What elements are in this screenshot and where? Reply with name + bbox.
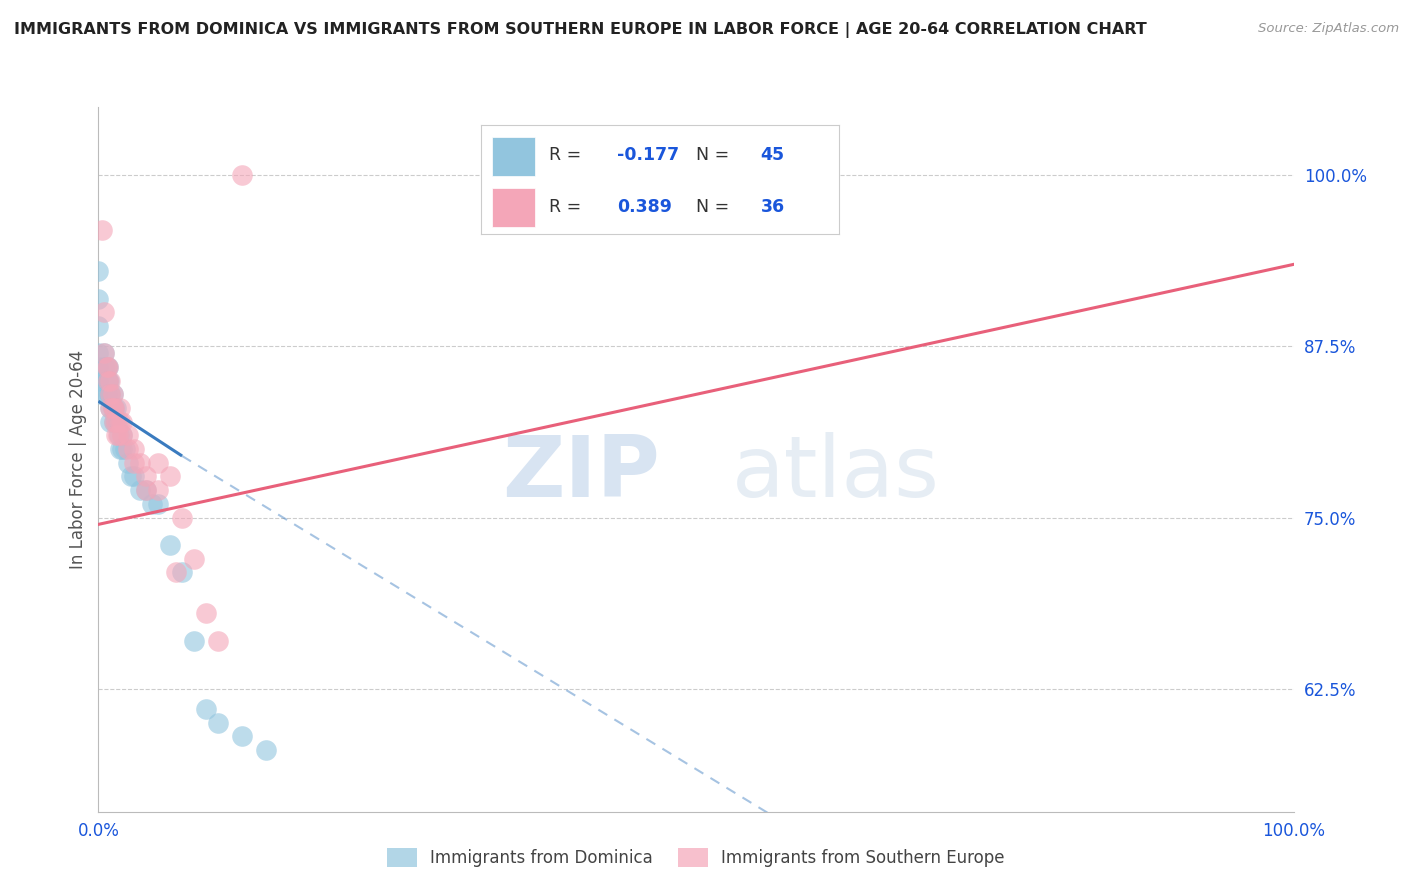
Immigrants from Dominica <box>111 428 134 442</box>
Text: Source: ZipAtlas.com: Source: ZipAtlas.com <box>1258 22 1399 36</box>
Text: -0.177: -0.177 <box>617 146 679 164</box>
Immigrants from Dominica <box>120 469 142 483</box>
Immigrants from Southern Europe <box>98 387 122 401</box>
Immigrants from Southern Europe <box>159 469 181 483</box>
Immigrants from Southern Europe <box>124 456 146 470</box>
Immigrants from Dominica <box>105 401 128 415</box>
Text: 45: 45 <box>761 146 785 164</box>
Immigrants from Dominica <box>105 415 128 429</box>
Immigrants from Dominica <box>135 483 157 498</box>
Immigrants from Dominica <box>98 387 122 401</box>
Immigrants from Southern Europe <box>97 359 120 374</box>
Bar <box>492 188 534 227</box>
Immigrants from Southern Europe <box>96 359 118 374</box>
Immigrants from Dominica <box>107 415 129 429</box>
Immigrants from Southern Europe <box>98 374 122 388</box>
Immigrants from Dominica <box>129 483 152 498</box>
Immigrants from Southern Europe <box>91 223 114 237</box>
Immigrants from Southern Europe <box>148 456 170 470</box>
Immigrants from Dominica <box>254 743 277 757</box>
Immigrants from Dominica <box>87 318 110 333</box>
Text: IMMIGRANTS FROM DOMINICA VS IMMIGRANTS FROM SOUTHERN EUROPE IN LABOR FORCE | AGE: IMMIGRANTS FROM DOMINICA VS IMMIGRANTS F… <box>14 22 1147 38</box>
Immigrants from Southern Europe <box>129 456 152 470</box>
Immigrants from Dominica <box>148 497 170 511</box>
Immigrants from Dominica <box>96 387 118 401</box>
Immigrants from Dominica <box>114 442 136 456</box>
Text: N =: N = <box>696 146 735 164</box>
Immigrants from Dominica <box>87 359 110 374</box>
Immigrants from Southern Europe <box>98 401 122 415</box>
Immigrants from Dominica <box>97 374 120 388</box>
Immigrants from Southern Europe <box>117 442 139 456</box>
Immigrants from Dominica <box>101 387 124 401</box>
Immigrants from Dominica <box>207 715 229 730</box>
Immigrants from Southern Europe <box>105 428 128 442</box>
Immigrants from Dominica <box>103 415 125 429</box>
Immigrants from Dominica <box>111 442 134 456</box>
Immigrants from Dominica <box>195 702 218 716</box>
Immigrants from Dominica <box>87 374 110 388</box>
Immigrants from Dominica <box>172 566 194 580</box>
Immigrants from Southern Europe <box>111 415 134 429</box>
Immigrants from Dominica <box>231 730 253 744</box>
Immigrants from Dominica <box>96 374 118 388</box>
Immigrants from Southern Europe <box>101 387 124 401</box>
Text: 36: 36 <box>761 197 785 216</box>
Immigrants from Dominica <box>141 497 163 511</box>
Immigrants from Southern Europe <box>148 483 170 498</box>
Immigrants from Dominica <box>93 359 115 374</box>
Immigrants from Southern Europe <box>195 607 218 621</box>
Immigrants from Dominica <box>97 359 120 374</box>
Immigrants from Dominica <box>183 633 205 648</box>
Immigrants from Southern Europe <box>101 401 124 415</box>
Y-axis label: In Labor Force | Age 20-64: In Labor Force | Age 20-64 <box>69 350 87 569</box>
Text: R =: R = <box>548 146 586 164</box>
Immigrants from Southern Europe <box>108 401 131 415</box>
Immigrants from Southern Europe <box>183 551 205 566</box>
Immigrants from Southern Europe <box>135 469 157 483</box>
Text: ZIP: ZIP <box>502 432 661 515</box>
Immigrants from Southern Europe <box>103 401 125 415</box>
Immigrants from Southern Europe <box>103 415 125 429</box>
Immigrants from Dominica <box>87 346 110 360</box>
Text: R =: R = <box>548 197 586 216</box>
Immigrants from Southern Europe <box>111 428 134 442</box>
Immigrants from Dominica <box>96 359 118 374</box>
Immigrants from Southern Europe <box>207 633 229 648</box>
Immigrants from Dominica <box>117 456 139 470</box>
Legend: Immigrants from Dominica, Immigrants from Southern Europe: Immigrants from Dominica, Immigrants fro… <box>381 841 1011 874</box>
Immigrants from Dominica <box>103 401 125 415</box>
Immigrants from Southern Europe <box>172 510 194 524</box>
Immigrants from Southern Europe <box>107 428 129 442</box>
Immigrants from Southern Europe <box>93 305 115 319</box>
Immigrants from Dominica <box>108 442 131 456</box>
Immigrants from Dominica <box>107 428 129 442</box>
Immigrants from Southern Europe <box>97 374 120 388</box>
Immigrants from Dominica <box>87 387 110 401</box>
Immigrants from Dominica <box>93 346 115 360</box>
Immigrants from Dominica <box>98 415 122 429</box>
Immigrants from Dominica <box>87 264 110 278</box>
Text: N =: N = <box>696 197 735 216</box>
Text: atlas: atlas <box>733 432 939 515</box>
Immigrants from Southern Europe <box>93 346 115 360</box>
Immigrants from Dominica <box>101 401 124 415</box>
Immigrants from Dominica <box>98 387 121 401</box>
Immigrants from Southern Europe <box>135 483 157 498</box>
Immigrants from Dominica <box>98 374 121 388</box>
Immigrants from Southern Europe <box>105 415 128 429</box>
Immigrants from Southern Europe <box>165 566 187 580</box>
Text: 0.389: 0.389 <box>617 197 672 216</box>
Immigrants from Southern Europe <box>124 442 146 456</box>
Immigrants from Dominica <box>87 292 110 306</box>
Immigrants from Southern Europe <box>117 428 139 442</box>
Immigrants from Southern Europe <box>108 415 131 429</box>
Bar <box>492 136 534 176</box>
Immigrants from Dominica <box>159 538 181 552</box>
Immigrants from Dominica <box>98 401 122 415</box>
Immigrants from Dominica <box>124 469 146 483</box>
Immigrants from Southern Europe <box>231 169 253 183</box>
